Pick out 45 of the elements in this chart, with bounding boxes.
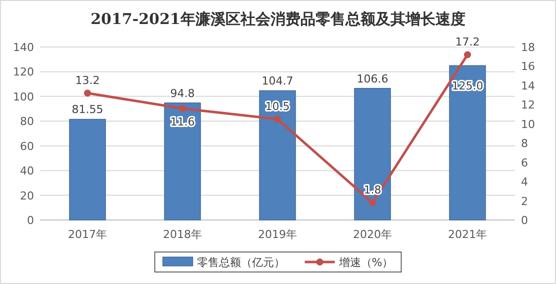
data-label: 10.5 — [265, 100, 290, 114]
y2-tick-label: 14 — [521, 79, 535, 92]
point — [179, 105, 186, 112]
y2-tick-label: 10 — [521, 118, 535, 131]
y-tick-label: 100 — [13, 90, 34, 104]
bar — [164, 102, 201, 220]
bar — [354, 88, 391, 220]
y2-tick-label: 4 — [521, 176, 528, 189]
data-label: 94.8 — [170, 86, 195, 100]
x-tick-label: 2021年 — [448, 228, 487, 241]
legend-label: 零售总额（亿元） — [196, 256, 285, 269]
y2-tick-label: 2 — [521, 194, 528, 208]
y-tick-label: 140 — [13, 41, 34, 54]
y-tick-label: 40 — [20, 164, 34, 178]
x-tick-label: 2017年 — [68, 228, 107, 241]
data-label: 104.7 — [262, 74, 294, 88]
y2-tick-label: 8 — [521, 137, 528, 150]
y-tick-label: 20 — [20, 189, 34, 202]
data-label: 125.0 — [452, 80, 484, 93]
bar — [259, 90, 296, 220]
bar — [69, 118, 106, 220]
data-label: 106.6 — [356, 72, 388, 86]
y2-tick-label: 0 — [521, 214, 528, 227]
y-tick-label: 60 — [20, 140, 34, 153]
point — [84, 90, 91, 97]
y-tick-label: 120 — [13, 66, 34, 79]
x-tick-label: 2019年 — [258, 228, 297, 241]
point — [369, 199, 376, 206]
y2-tick-label: 16 — [521, 60, 535, 74]
y-tick-label: 80 — [20, 115, 34, 128]
bar — [449, 65, 486, 220]
y2-tick-label: 6 — [521, 156, 528, 170]
y-tick-label: 0 — [27, 214, 34, 227]
data-label: 11.6 — [170, 116, 195, 129]
point — [274, 116, 281, 123]
y2-tick-label: 18 — [521, 41, 535, 54]
legend-label: 增速（%） — [338, 256, 394, 269]
y2-tick-label: 12 — [521, 98, 535, 112]
x-tick-label: 2018年 — [163, 228, 202, 241]
x-tick-label: 2020年 — [353, 228, 392, 241]
point — [464, 51, 471, 58]
data-label: 81.55 — [72, 103, 104, 116]
data-label: 13.2 — [75, 74, 100, 88]
chart-title: 2017-2021年濂溪区社会消费品零售总额及其增长速度 — [90, 10, 466, 28]
data-label: 17.2 — [455, 36, 480, 49]
